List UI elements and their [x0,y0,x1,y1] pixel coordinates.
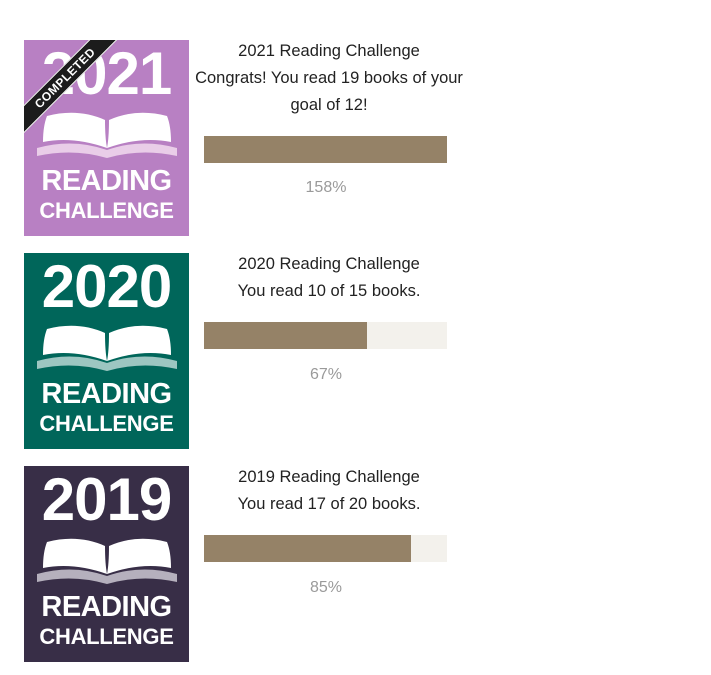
badge-year: 2019 [41,466,172,533]
challenge-info: 2019 Reading Challenge You read 17 of 20… [204,466,474,518]
progress-percent: 67% [309,366,343,383]
challenge-description: You read 10 of 15 books. [237,282,421,300]
challenge-description: You read 17 of 20 books. [237,495,421,513]
badge-2021[interactable]: 2021 READING CHALLENGE COMPLETED [24,40,189,236]
badge-line-reading: READING [41,591,172,623]
progress-fill [204,136,447,163]
challenge-info: 2021 Reading Challenge Congrats! You rea… [195,40,474,119]
progress-bar [204,322,447,349]
badge-year: 2020 [41,253,172,320]
progress-bar [204,136,447,163]
challenge-2019: 2019 READING CHALLENGE 2019 Reading Chal… [24,466,454,662]
challenge-title[interactable]: 2019 Reading Challenge [238,468,420,486]
progress-fill [204,535,411,562]
badge-line-reading: READING [41,378,172,410]
challenge-description: Congrats! You read 19 books of your goal… [195,69,463,114]
open-book-icon [37,112,177,158]
open-book-icon [37,325,177,371]
badge-line-challenge: CHALLENGE [39,198,174,223]
badge-line-reading: READING [41,165,172,197]
challenge-2021: 2021 READING CHALLENGE COMPLETED 2021 Re… [24,40,463,236]
challenge-title[interactable]: 2020 Reading Challenge [238,255,420,273]
challenge-info: 2020 Reading Challenge You read 10 of 15… [204,253,474,305]
challenge-2020: 2020 READING CHALLENGE 2020 Reading Chal… [24,253,454,449]
challenge-title[interactable]: 2021 Reading Challenge [238,42,420,60]
badge-2020[interactable]: 2020 READING CHALLENGE [24,253,189,449]
badge-2019[interactable]: 2019 READING CHALLENGE [24,466,189,662]
progress-percent: 85% [309,579,343,596]
badge-line-challenge: CHALLENGE [39,411,174,436]
progress-bar [204,535,447,562]
open-book-icon [37,538,177,584]
badge-line-challenge: CHALLENGE [39,624,174,649]
progress-percent: 158% [305,179,347,196]
progress-fill [204,322,367,349]
